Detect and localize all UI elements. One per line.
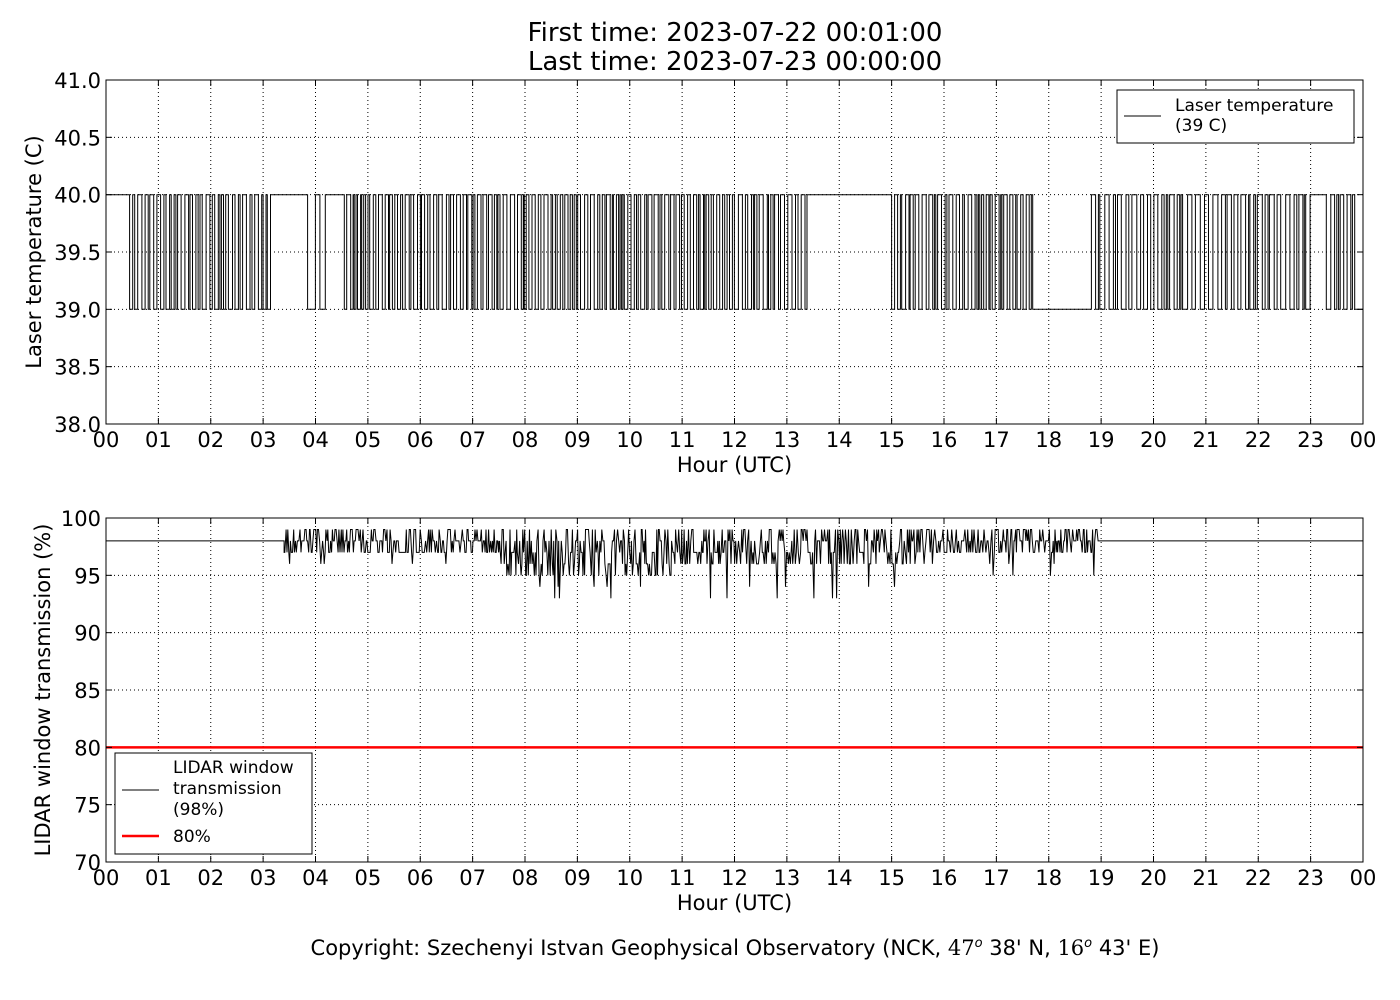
series-laser-temperature-line xyxy=(106,194,1363,310)
latitude-degrees: 47 xyxy=(947,936,975,960)
trans-x-tick-label: 00 xyxy=(1350,866,1377,890)
temp-x-axis-label: Hour (UTC) xyxy=(677,453,792,477)
temp-x-tick-label: 15 xyxy=(878,428,905,452)
temp-x-tick-label: 05 xyxy=(355,428,382,452)
temp-x-tick-label: 23 xyxy=(1297,428,1324,452)
temp-x-tick-label: 18 xyxy=(1035,428,1062,452)
temp-x-tick-label: 13 xyxy=(774,428,801,452)
trans-y-tick-label: 75 xyxy=(74,794,101,818)
copyright-prefix: Copyright: Szechenyi Istvan Geophysical … xyxy=(310,936,948,960)
trans-y-tick-label: 80 xyxy=(74,736,101,760)
latitude-degree-mark: o xyxy=(974,936,983,951)
trans-x-tick-label: 17 xyxy=(983,866,1010,890)
trans-x-tick-label: 09 xyxy=(564,866,591,890)
trans-x-tick-label: 18 xyxy=(1035,866,1062,890)
longitude-degrees: 16 xyxy=(1057,936,1085,960)
trans-x-tick-label: 10 xyxy=(616,866,643,890)
trans-y-tick-label: 85 xyxy=(74,679,101,703)
trans-y-tick-label: 100 xyxy=(61,507,101,531)
temp-y-tick-label: 38.5 xyxy=(54,356,101,380)
latitude-minutes: 38' N, xyxy=(982,936,1058,960)
temp-y-tick-label: 38.0 xyxy=(54,413,101,437)
figure-canvas: 00 01 02 03 04 05 06 07 08 09 10 11 12 13 14 15 16 17 18 19… xyxy=(22,69,1377,915)
temp-x-tick-label: 07 xyxy=(459,428,486,452)
temp-legend-label: (39 C) xyxy=(1175,116,1227,136)
trans-x-axis-label: Hour (UTC) xyxy=(677,891,792,915)
trans-x-tick-label: 23 xyxy=(1297,866,1324,890)
trans-x-tick-label: 06 xyxy=(407,866,434,890)
temp-x-tick-label: 21 xyxy=(1193,428,1220,452)
trans-x-tick-label: 11 xyxy=(669,866,696,890)
trans-x-tick-label: 22 xyxy=(1245,866,1272,890)
trans-legend-label-80: 80% xyxy=(173,827,211,847)
trans-x-tick-label: 14 xyxy=(826,866,853,890)
temp-y-tick-label: 39.5 xyxy=(54,241,101,265)
temp-x-tick-label: 14 xyxy=(826,428,853,452)
trans-x-tick-label: 07 xyxy=(459,866,486,890)
trans-x-tick-label: 08 xyxy=(512,866,539,890)
temp-x-tick-label: 00 xyxy=(93,428,120,452)
temp-legend-label: Laser temperature xyxy=(1175,96,1333,116)
temp-x-tick-label: 01 xyxy=(145,428,172,452)
series-lidar-transmission-line xyxy=(106,529,1363,599)
trans-x-tick-label: 16 xyxy=(931,866,958,890)
chart-title-line1: First time: 2023-07-22 00:01:00 xyxy=(527,18,943,48)
temp-y-tick-label: 41.0 xyxy=(54,69,101,93)
temp-x-tick-label: 02 xyxy=(197,428,224,452)
trans-x-tick-label: 03 xyxy=(250,866,277,890)
trans-x-tick-label: 05 xyxy=(355,866,382,890)
temp-x-tick-label: 12 xyxy=(721,428,748,452)
longitude-minutes: 43' E) xyxy=(1092,936,1160,960)
trans-y-axis-label: LIDAR window transmission (%) xyxy=(31,524,55,857)
temp-x-tick-label: 11 xyxy=(669,428,696,452)
trans-legend-label-lidar: LIDAR window xyxy=(173,758,294,778)
copyright-footer: Copyright: Szechenyi Istvan Geophysical … xyxy=(0,936,1400,960)
temp-x-tick-label: 22 xyxy=(1245,428,1272,452)
trans-y-tick-label: 90 xyxy=(74,622,101,646)
trans-legend-label-lidar: (98%) xyxy=(173,800,224,820)
trans-y-tick-label: 70 xyxy=(74,851,101,875)
temp-x-tick-label: 19 xyxy=(1088,428,1115,452)
trans-x-tick-label: 04 xyxy=(302,866,329,890)
temp-x-tick-label: 09 xyxy=(564,428,591,452)
temp-x-tick-label: 16 xyxy=(931,428,958,452)
temp-x-tick-label: 20 xyxy=(1140,428,1167,452)
trans-x-tick-label: 02 xyxy=(197,866,224,890)
temp-y-axis-label: Laser temperature (C) xyxy=(22,135,46,368)
chart-title-line2: Last time: 2023-07-23 00:00:00 xyxy=(527,47,943,77)
trans-x-tick-label: 13 xyxy=(774,866,801,890)
temp-x-tick-label: 08 xyxy=(512,428,539,452)
trans-legend-label-lidar: transmission xyxy=(173,779,282,799)
temp-x-tick-label: 03 xyxy=(250,428,277,452)
trans-x-tick-label: 15 xyxy=(878,866,905,890)
trans-y-tick-label: 95 xyxy=(74,564,101,588)
temp-x-tick-label: 04 xyxy=(302,428,329,452)
temp-x-tick-label: 10 xyxy=(616,428,643,452)
trans-x-tick-label: 21 xyxy=(1193,866,1220,890)
temp-x-tick-label: 17 xyxy=(983,428,1010,452)
temp-x-tick-label: 00 xyxy=(1350,428,1377,452)
trans-x-tick-label: 01 xyxy=(145,866,172,890)
trans-x-tick-label: 00 xyxy=(93,866,120,890)
longitude-degree-mark: o xyxy=(1084,936,1093,951)
trans-x-tick-label: 12 xyxy=(721,866,748,890)
trans-x-tick-label: 20 xyxy=(1140,866,1167,890)
temp-y-tick-label: 40.5 xyxy=(54,126,101,150)
trans-x-tick-label: 19 xyxy=(1088,866,1115,890)
temp-x-tick-label: 06 xyxy=(407,428,434,452)
temp-y-tick-label: 39.0 xyxy=(54,298,101,322)
temp-y-tick-label: 40.0 xyxy=(54,184,101,208)
